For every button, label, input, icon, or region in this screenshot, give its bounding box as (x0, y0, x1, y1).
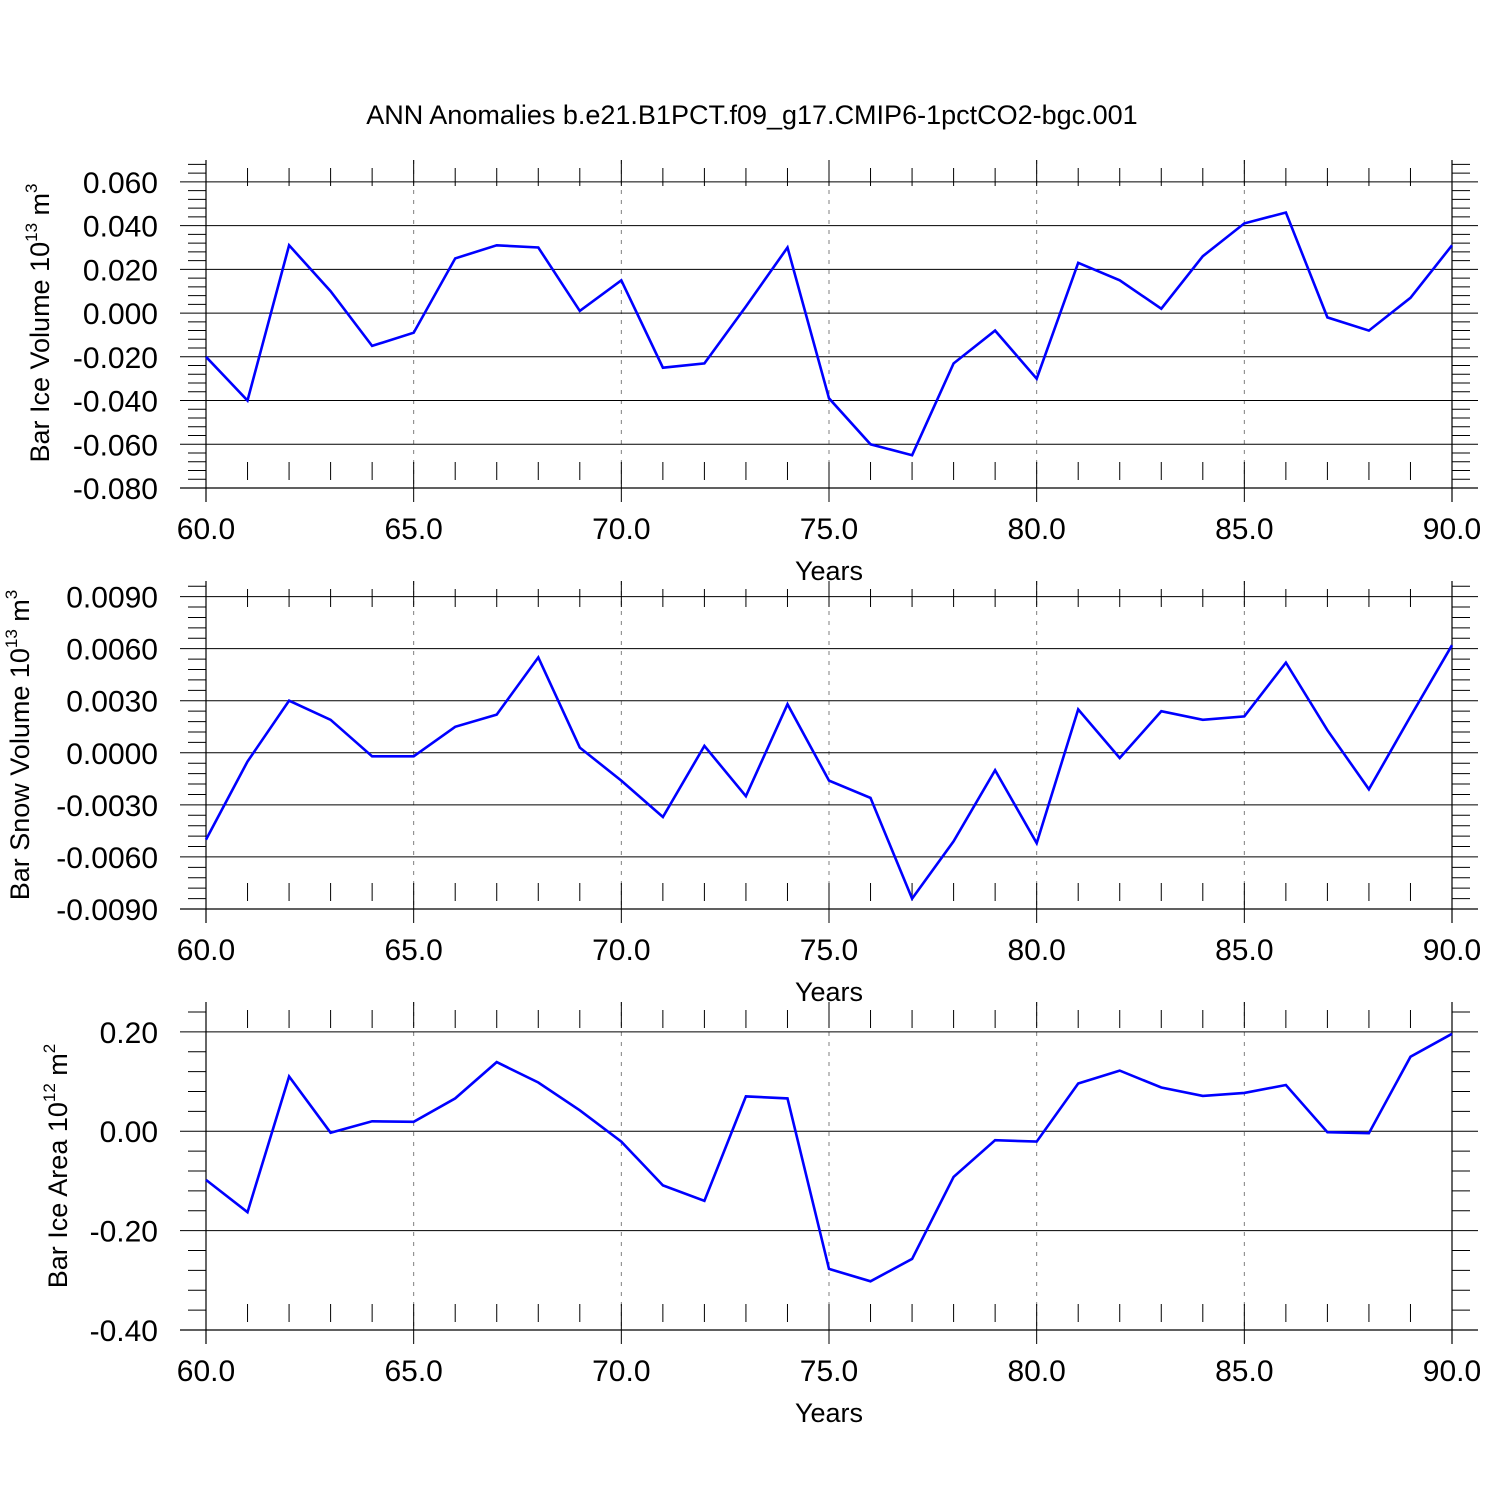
x-tick-label: 80.0 (1007, 513, 1065, 546)
y-tick-label: 0.0000 (66, 738, 158, 771)
y-axis-title-unit: m (5, 599, 35, 629)
y-axis-title-unit: m (43, 1053, 73, 1083)
y-tick-label: 0.020 (83, 254, 158, 287)
x-tick-label: 60.0 (177, 934, 235, 967)
y-axis-title: Bar Ice Volume 1013 m3 (22, 183, 55, 462)
x-tick-label: 80.0 (1007, 934, 1065, 967)
y-axis-title-text: Bar Ice Area 10 (43, 1102, 73, 1288)
x-tick-label: 65.0 (384, 1355, 442, 1388)
x-tick-label: 60.0 (177, 513, 235, 546)
x-tick-label: 85.0 (1215, 513, 1273, 546)
y-tick-label: -0.060 (73, 429, 158, 462)
y-axis-title: Bar Ice Area 1012 m2 (40, 1044, 73, 1289)
y-axis-title-exponent: 13 (2, 629, 21, 648)
y-tick-label: -0.0090 (56, 894, 158, 927)
series-line (205, 1032, 1453, 1283)
x-tick-label: 90.0 (1423, 1355, 1481, 1388)
x-tick-label: 75.0 (800, 513, 858, 546)
x-tick-label: 65.0 (384, 513, 442, 546)
y-tick-label: 0.0030 (66, 686, 158, 719)
y-axis-title-unit: m (25, 193, 55, 223)
x-tick-label: 85.0 (1215, 934, 1273, 967)
x-tick-label: 65.0 (384, 934, 442, 967)
panels: -0.080 -0.060 -0.040 -0.020 0.000 0.020 0.040 0… (2, 160, 1481, 1428)
y-tick-label: -0.0060 (56, 842, 158, 875)
series-line (205, 210, 1454, 457)
y-tick-label: 0.00 (100, 1116, 158, 1149)
y-axis-title-exponent: 12 (40, 1083, 59, 1102)
y-tick-label: -0.20 (90, 1216, 158, 1249)
x-tick-label: 80.0 (1007, 1355, 1065, 1388)
x-tick-label: 70.0 (592, 1355, 650, 1388)
x-tick-label: 60.0 (177, 1355, 235, 1388)
x-tick-label: 90.0 (1423, 513, 1481, 546)
y-axis-title-text: Bar Ice Volume 10 (25, 242, 55, 463)
y-tick-label: 0.0060 (66, 634, 158, 667)
panel-3: -0.40 -0.20 0.00 0.20 60.0 65.0 70.0 75.0 80.0 85… (40, 1002, 1481, 1428)
x-tick-label: 75.0 (800, 934, 858, 967)
figure-title: ANN Anomalies b.e21.B1PCT.f09_g17.CMIP6-… (366, 100, 1137, 130)
y-axis-title-text: Bar Snow Volume 10 (5, 648, 35, 900)
y-tick-label: -0.020 (73, 342, 158, 375)
y-tick-label: 0.20 (100, 1017, 158, 1050)
y-axis-title-unit-exponent: 2 (40, 1044, 59, 1053)
x-tick-label: 75.0 (800, 1355, 858, 1388)
series-line (204, 644, 1454, 902)
x-tick-label: 70.0 (592, 934, 650, 967)
x-tick-label: 85.0 (1215, 1355, 1273, 1388)
y-axis-title-exponent: 13 (22, 223, 41, 242)
y-tick-label: 0.060 (83, 167, 158, 200)
y-tick-label: -0.080 (73, 473, 158, 506)
y-tick-label: 0.0090 (66, 582, 158, 615)
y-tick-label: 0.040 (83, 211, 158, 244)
y-tick-label: 0.000 (83, 298, 158, 331)
y-tick-label: -0.40 (90, 1315, 158, 1348)
y-tick-label: -0.0030 (56, 790, 158, 823)
panel-2: -0.0090 -0.0060 -0.0030 0.0000 0.0030 0.0060 0… (2, 581, 1481, 1007)
y-axis-title-unit-exponent: 3 (22, 183, 41, 192)
x-tick-label: 70.0 (592, 513, 650, 546)
panel-1: -0.080 -0.060 -0.040 -0.020 0.000 0.020 0.040 0… (22, 160, 1481, 586)
y-axis-title-unit-exponent: 3 (2, 590, 21, 599)
y-tick-label: -0.040 (73, 386, 158, 419)
x-axis-title: Years (795, 1398, 863, 1428)
y-axis-title: Bar Snow Volume 1013 m3 (2, 590, 35, 901)
x-tick-label: 90.0 (1423, 934, 1481, 967)
